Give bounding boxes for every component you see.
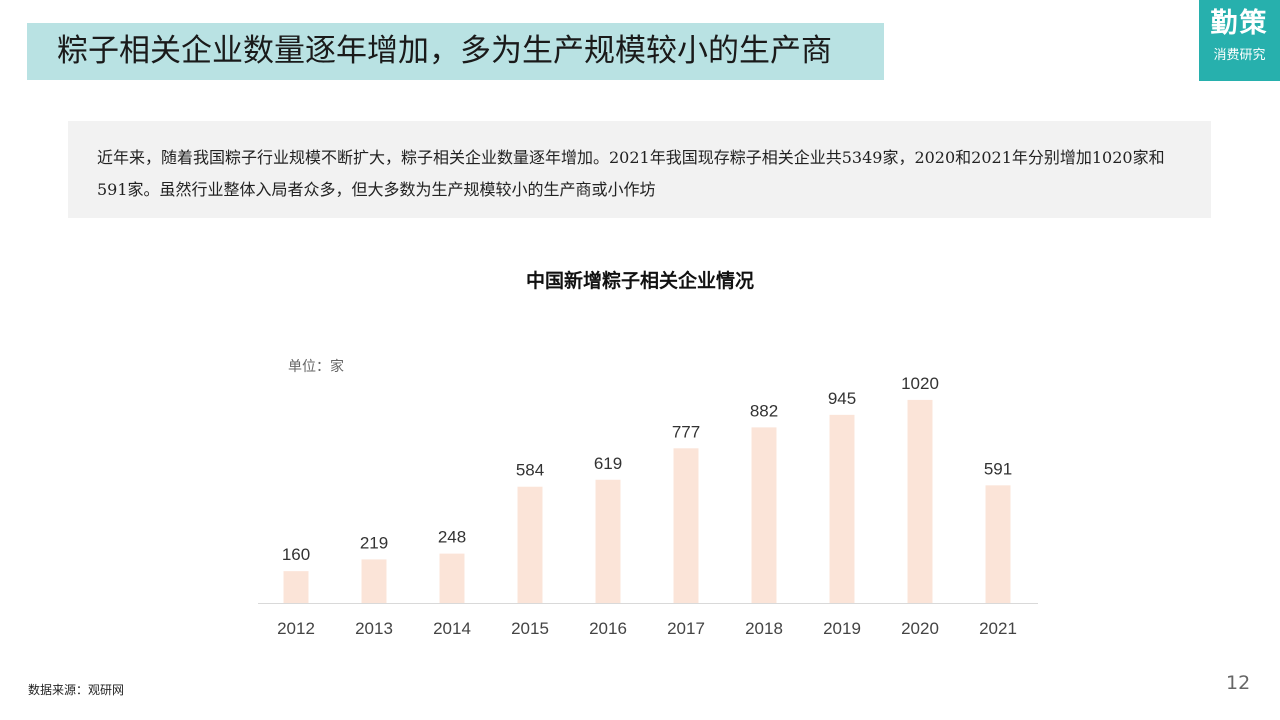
- bar-2013: [361, 559, 387, 603]
- brand-logo: 勤策 消费研究: [1199, 0, 1280, 81]
- x-tick-label-2020: 2020: [901, 619, 939, 638]
- data-label-2015: 584: [516, 461, 544, 480]
- x-tick-label-2018: 2018: [745, 619, 783, 638]
- bar-2019: [829, 414, 855, 603]
- data-source: 数据来源：观研网: [28, 683, 125, 697]
- brand-name: 勤策: [1210, 8, 1269, 39]
- x-tick-label-2013: 2013: [355, 619, 393, 638]
- x-tick-label-2016: 2016: [589, 619, 627, 638]
- bar-2016: [595, 479, 621, 603]
- x-tick-label-2019: 2019: [823, 619, 861, 638]
- data-label-2014: 248: [438, 528, 466, 547]
- data-label-2018: 882: [750, 401, 778, 420]
- data-label-2021: 591: [984, 459, 1012, 478]
- summary-text: 近年来，随着我国粽子行业规模不断扩大，粽子相关企业数量逐年增加。2021年我国现…: [97, 148, 1165, 199]
- x-tick-label-2015: 2015: [511, 619, 549, 638]
- bar-2018: [751, 427, 777, 603]
- chart-title: 中国新增粽子相关企业情况: [525, 270, 754, 292]
- bar-2014: [439, 553, 465, 603]
- data-label-2019: 945: [828, 389, 856, 408]
- bar-2017: [673, 448, 699, 603]
- page-number: 12: [1226, 672, 1251, 694]
- data-label-2017: 777: [672, 422, 700, 441]
- title-banner: 粽子相关企业数量逐年增加，多为生产规模较小的生产商: [27, 23, 884, 80]
- data-label-2016: 619: [594, 454, 622, 473]
- x-tick-label-2012: 2012: [277, 619, 315, 638]
- summary-box: 近年来，随着我国粽子行业规模不断扩大，粽子相关企业数量逐年增加。2021年我国现…: [68, 121, 1211, 218]
- data-label-2013: 219: [360, 533, 388, 552]
- bar-2012: [283, 571, 309, 603]
- bar-2015: [517, 486, 543, 603]
- data-label-2020: 1020: [901, 374, 939, 393]
- bar-2021: [985, 485, 1011, 603]
- page-title: 粽子相关企业数量逐年增加，多为生产规模较小的生产商: [57, 33, 832, 69]
- x-tick-label-2014: 2014: [433, 619, 471, 638]
- brand-subtitle: 消费研究: [1213, 48, 1266, 63]
- data-label-2012: 160: [282, 545, 310, 564]
- chart-unit-label: 单位：家: [288, 359, 344, 375]
- bar-2020: [907, 399, 933, 603]
- x-tick-label-2017: 2017: [667, 619, 705, 638]
- x-tick-label-2021: 2021: [979, 619, 1017, 638]
